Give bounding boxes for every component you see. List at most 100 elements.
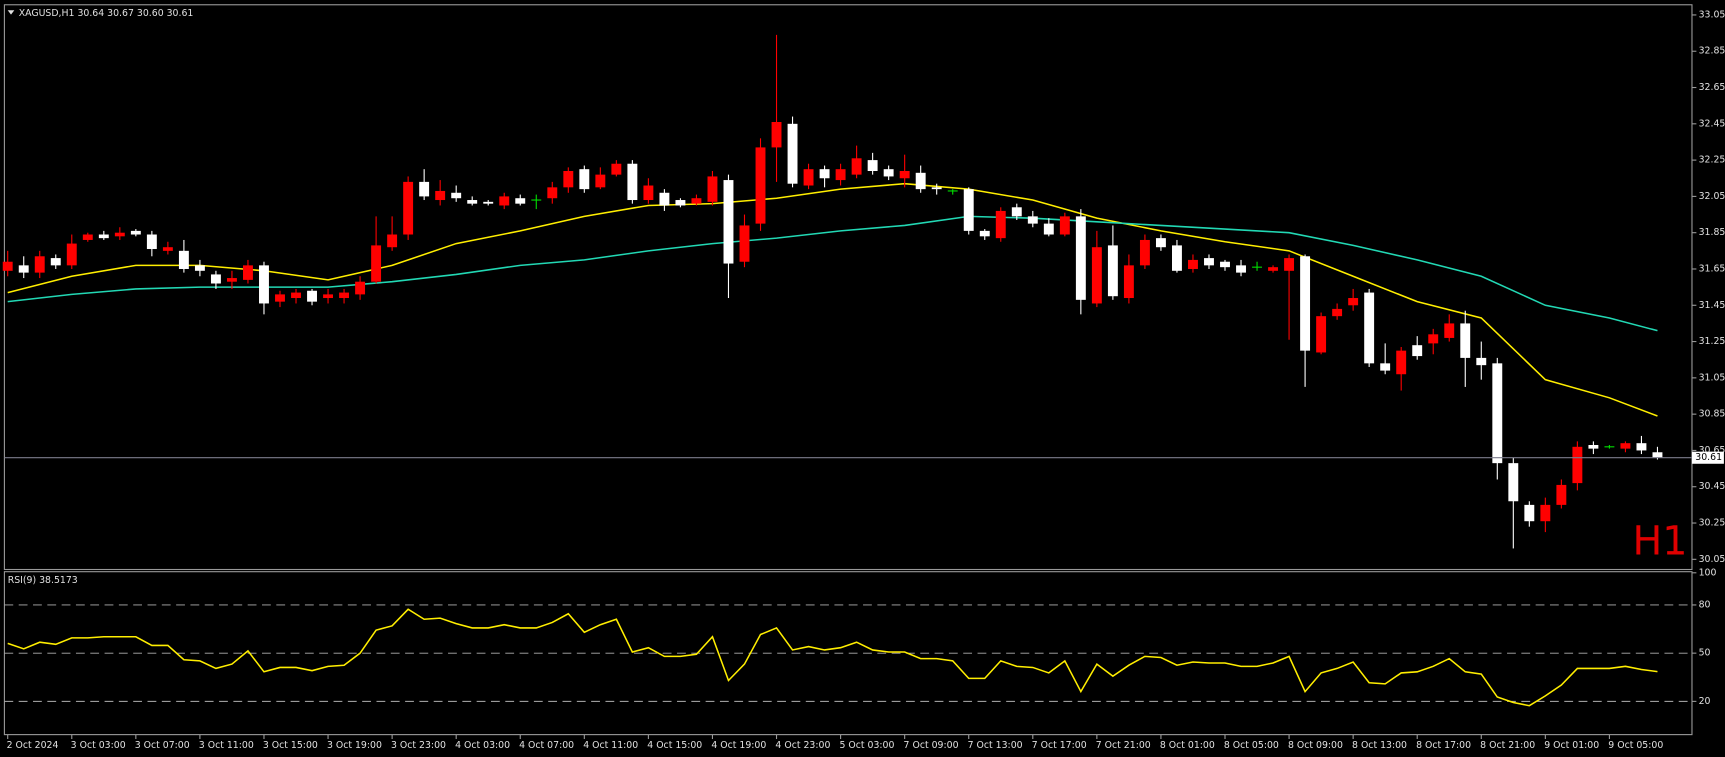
moving-average [7, 215, 1658, 332]
x-tick-label: 7 Oct 17:00 [1032, 740, 1087, 751]
candle-body [915, 172, 926, 190]
menu-arrow[interactable] [7, 10, 15, 15]
candle-body [259, 265, 269, 304]
x-tick-label: 4 Oct 19:00 [711, 740, 766, 751]
x-tick-label: 2 Oct 2024 [7, 740, 59, 751]
y-tick-label: 30.25 [1699, 518, 1725, 529]
y-tick-label: 32.45 [1699, 118, 1725, 129]
candle-body [835, 169, 846, 181]
candle-body [1075, 216, 1086, 300]
x-tick-label: 3 Oct 11:00 [199, 740, 254, 751]
rsi-title: RSI(9) 38.5173 [8, 575, 78, 586]
candle-body [1636, 443, 1647, 451]
y-tick-label: 31.25 [1699, 336, 1725, 347]
candle-body [627, 163, 638, 201]
candle-body [819, 169, 830, 179]
candle-body [1300, 256, 1311, 351]
x-tick-label: 4 Oct 15:00 [647, 740, 702, 751]
candle-body [867, 160, 878, 171]
last-price-label: 30.61 [1695, 452, 1722, 463]
candle-body [1412, 345, 1423, 357]
candle-body [995, 210, 1006, 239]
moving-average [7, 182, 1658, 417]
y-tick-label: 32.85 [1699, 46, 1725, 57]
candle-body [1155, 238, 1166, 248]
candle-body [1524, 504, 1535, 522]
indicator-line [7, 608, 1658, 707]
candle-body [755, 147, 766, 224]
candle-body [1556, 484, 1567, 505]
x-tick-label: 8 Oct 21:00 [1480, 740, 1535, 751]
candle-body [1236, 265, 1246, 273]
y-tick-label: 30.05 [1699, 554, 1725, 565]
candle-body [515, 198, 526, 204]
candle-body [467, 200, 478, 204]
candle-body [114, 232, 125, 237]
y-tick-label: 31.05 [1699, 372, 1725, 383]
x-tick-label: 3 Oct 07:00 [135, 740, 190, 751]
x-tick-label: 7 Oct 21:00 [1096, 740, 1151, 751]
candle-body [275, 294, 285, 302]
x-tick-label: 4 Oct 03:00 [455, 740, 510, 751]
candle-body [1476, 357, 1487, 366]
x-tick-label: 4 Oct 07:00 [519, 740, 574, 751]
candle-body [18, 265, 29, 273]
candle-body [659, 192, 670, 206]
candle-body [1252, 266, 1262, 268]
candle-body [1059, 216, 1070, 235]
candle-body [1220, 261, 1230, 268]
candle-body [1171, 245, 1182, 271]
x-tick-label: 5 Oct 03:00 [839, 740, 894, 751]
y-tick-label: 32.65 [1699, 82, 1725, 93]
candle-body [947, 190, 958, 192]
candle-body [1396, 350, 1407, 375]
candle-body [243, 265, 253, 280]
x-tick-label: 3 Oct 15:00 [263, 740, 318, 751]
candle-body [291, 292, 301, 299]
candle-body [611, 163, 622, 175]
candle-body [691, 198, 702, 204]
candle-body [1107, 245, 1118, 297]
candle-body [210, 274, 221, 284]
candle-body [1620, 443, 1631, 449]
chart-title: XAGUSD,H1 30.64 30.67 30.60 30.61 [19, 8, 194, 19]
candle-body [1268, 267, 1279, 271]
candle-body [98, 234, 109, 239]
candle-body [403, 181, 414, 235]
candle-body [1139, 239, 1150, 266]
candle-body [1027, 216, 1038, 224]
candle-body [707, 176, 718, 202]
candle-body [162, 247, 173, 251]
timeframe-label: H1 [1633, 519, 1688, 565]
candle-body [1348, 298, 1359, 306]
candle-body [883, 169, 894, 177]
candle-body [2, 261, 13, 271]
candle-body [1572, 446, 1583, 484]
candle-body [1380, 363, 1391, 371]
candle-body [1043, 223, 1054, 235]
candle-body [1123, 265, 1134, 299]
candle-body [355, 281, 366, 295]
candle-body [1364, 292, 1375, 364]
candle-body [803, 169, 814, 186]
candle-body [643, 185, 654, 201]
x-tick-label: 8 Oct 13:00 [1352, 740, 1407, 751]
last-price-box [1691, 451, 1724, 464]
candle-body [1284, 258, 1295, 271]
candle-body [963, 189, 974, 231]
candle-body [339, 292, 350, 299]
x-tick-label: 8 Oct 01:00 [1160, 740, 1215, 751]
candle-body [371, 245, 382, 282]
candle-body [483, 201, 494, 204]
x-tick-label: 9 Oct 01:00 [1544, 740, 1599, 751]
x-tick-label: 3 Oct 19:00 [327, 740, 382, 751]
candle-body [675, 200, 686, 206]
candle-body [1588, 445, 1599, 449]
candle-body [130, 230, 141, 235]
candle-body [579, 169, 590, 190]
rsi-tick-label: 20 [1699, 696, 1711, 707]
x-tick-label: 7 Oct 09:00 [904, 740, 959, 751]
candle-body [595, 174, 606, 188]
candle-body [1444, 323, 1455, 338]
